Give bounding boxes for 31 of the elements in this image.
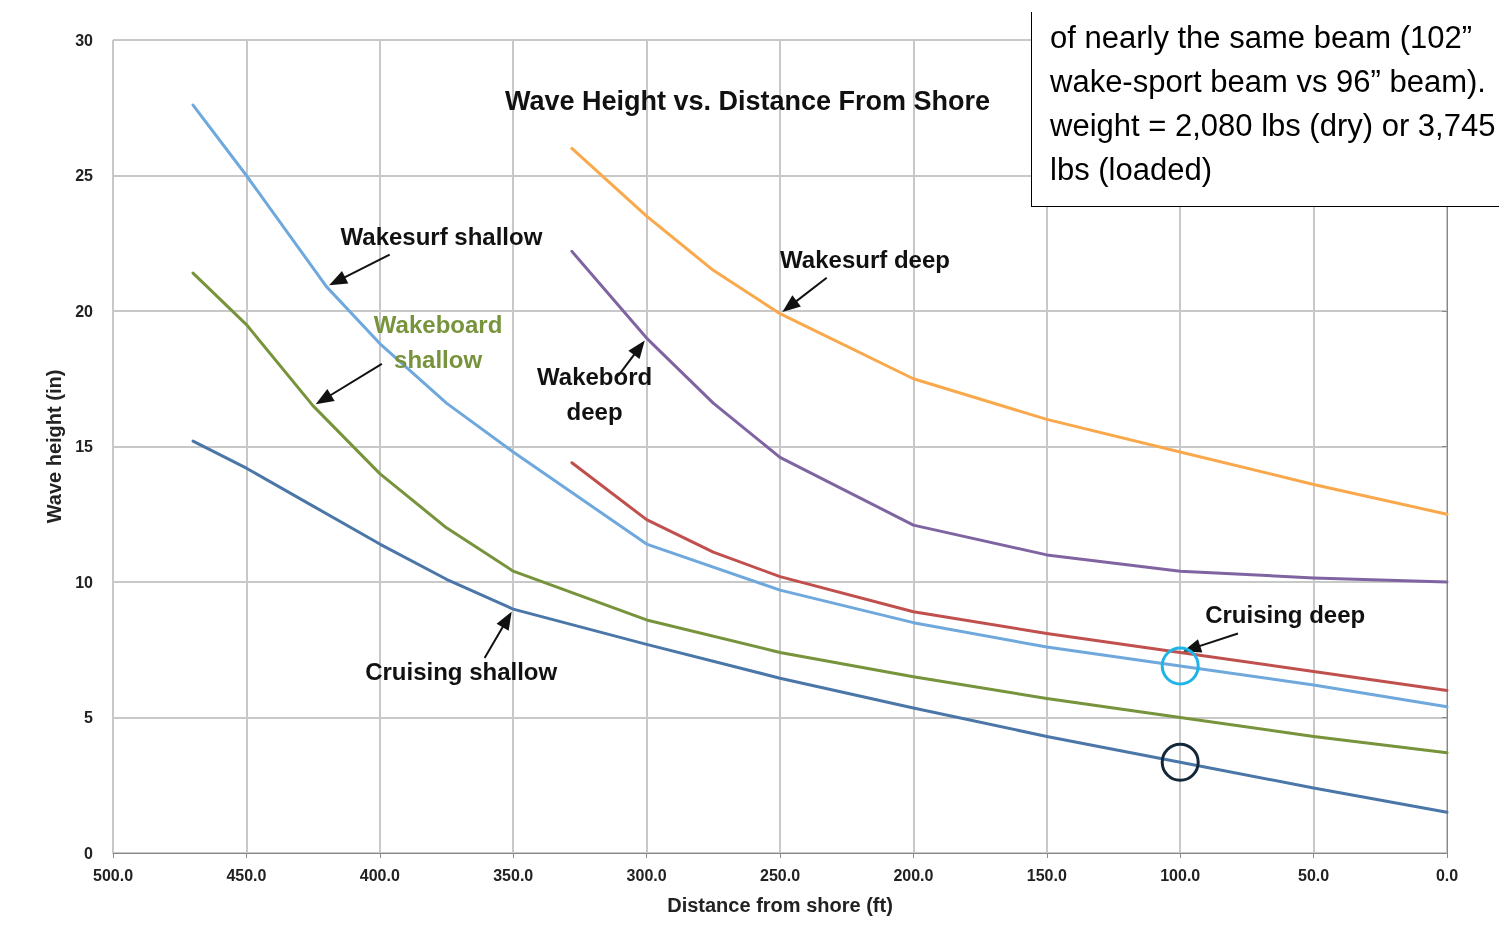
x-tick-label: 100.0 [1160, 866, 1201, 884]
series-label: Cruising shallow [365, 658, 558, 686]
x-tick-label: 450.0 [226, 866, 267, 884]
x-tick-label: 300.0 [626, 866, 667, 884]
y-tick-label: 30 [75, 31, 94, 49]
y-tick-label: 15 [75, 438, 94, 455]
series-label: Wakesurf shallow [340, 222, 543, 250]
x-tick-label: 0.0 [1435, 866, 1459, 884]
x-axis-title: Distance from shore (ft) [667, 894, 893, 916]
x-tick-label: 400.0 [359, 866, 400, 884]
line-series [191, 271, 1449, 755]
text: Wave Height vs. Distance From Shore [505, 85, 991, 116]
y-tick-label: 25 [75, 167, 94, 184]
y-tick-label: 20 [75, 302, 94, 320]
series-label: Cruising deep [1205, 601, 1366, 629]
y-tick-label: 0 [84, 844, 94, 862]
x-tick-label: 350.0 [493, 866, 534, 884]
series-label: Wakesurf deep [780, 246, 950, 274]
y-tick-label: 10 [75, 573, 94, 591]
x-tick-label: 250.0 [759, 866, 801, 884]
x-tick-label: 50.0 [1298, 866, 1330, 884]
line-series [191, 439, 1449, 814]
series-label: Wakebord deep [537, 363, 653, 426]
y-axis-title: Wave height (in) [43, 369, 66, 524]
annotation: of nearly the same beam (102” wake-sport beam vs 96” beam). weight = 2,080 lbs (dry) or 3,745 lbs (loaded) [1031, 12, 1499, 207]
x-tick-label: 500.0 [92, 866, 134, 884]
line-series [570, 461, 1449, 692]
x-tick-label: 200.0 [893, 866, 934, 884]
y-tick-label: 5 [84, 709, 94, 726]
x-tick-label: 150.0 [1026, 866, 1067, 884]
text: Wakeboard shallow [373, 311, 503, 374]
